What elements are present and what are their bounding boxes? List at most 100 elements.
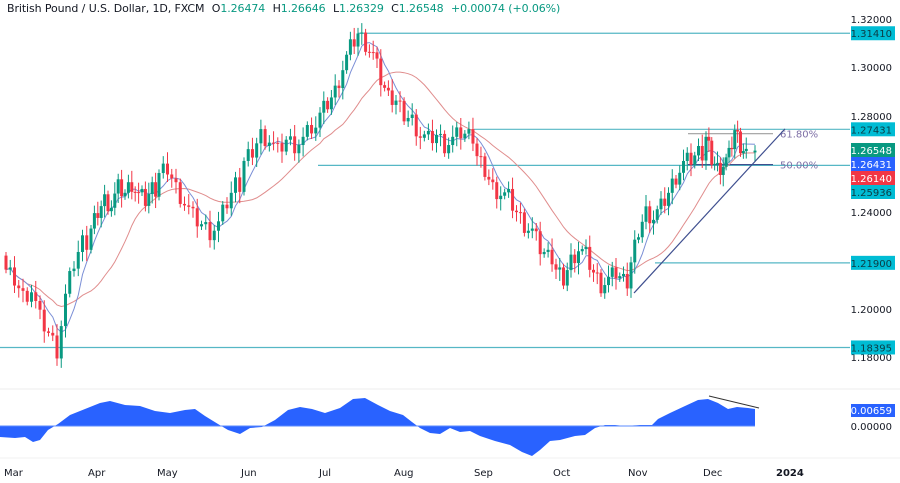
candle — [166, 152, 169, 182]
candle — [96, 201, 100, 226]
candle — [550, 238, 554, 272]
candle — [301, 127, 305, 157]
candle — [685, 147, 689, 171]
candle — [554, 258, 558, 280]
candle — [562, 263, 565, 290]
time-tick: Apr — [88, 468, 106, 479]
candle — [229, 181, 233, 216]
candle — [744, 137, 748, 159]
horizontal-levels — [0, 32, 850, 349]
candle — [625, 262, 629, 296]
candle — [375, 46, 379, 69]
candle — [360, 23, 364, 45]
time-tick: Dec — [703, 468, 722, 479]
price-tag-level: 1.25936 — [851, 185, 895, 199]
candle — [259, 119, 263, 155]
candle — [644, 195, 648, 230]
candle — [133, 186, 137, 202]
candle — [599, 269, 603, 297]
close-label: C — [391, 2, 399, 15]
oscillator-pane — [0, 395, 760, 456]
candle — [678, 165, 682, 191]
candle — [123, 189, 127, 200]
candle — [137, 182, 141, 204]
candle — [356, 27, 360, 56]
candle — [150, 176, 154, 204]
open-label: O — [211, 2, 221, 15]
high-value: 1.26646 — [280, 2, 326, 15]
candle — [371, 40, 375, 60]
candle — [297, 139, 301, 163]
price-tag-level: 1.31410 — [851, 26, 895, 41]
candle — [225, 197, 229, 214]
candle — [4, 251, 8, 274]
candle — [451, 125, 455, 153]
candle — [633, 230, 637, 274]
candle — [147, 182, 151, 214]
symbol-title: British Pound / U.S. Dollar, 1D, FXCM — [7, 2, 205, 15]
price-tick: 1.30000 — [851, 63, 892, 74]
candle — [674, 174, 678, 189]
candle — [322, 91, 326, 125]
price-tags: 1.31410 1.27431 1.26548 1.26431 1.26140 1.259… — [851, 26, 895, 355]
price-tick: 1.32000 — [851, 15, 892, 26]
candle — [733, 124, 737, 159]
candle — [187, 194, 191, 215]
svg-text:1.26431: 1.26431 — [851, 160, 892, 171]
candle — [707, 127, 711, 153]
candle — [157, 169, 161, 201]
candle — [116, 173, 120, 203]
candle — [487, 169, 491, 186]
candle — [310, 117, 314, 139]
candle — [174, 168, 178, 194]
candle — [333, 74, 337, 105]
candle — [242, 157, 246, 196]
candle — [314, 116, 318, 141]
candle — [92, 205, 96, 235]
divergence-line[interactable] — [708, 395, 760, 409]
candle — [348, 31, 352, 61]
candle — [697, 138, 700, 161]
candle — [21, 278, 25, 303]
candle — [329, 89, 333, 115]
candle — [367, 44, 371, 58]
svg-text:1.25936: 1.25936 — [851, 188, 892, 199]
svg-text:1.26140: 1.26140 — [851, 174, 892, 185]
candle — [293, 124, 297, 161]
candle — [595, 263, 599, 285]
candle — [503, 188, 507, 200]
candle — [17, 279, 21, 298]
time-tick: Jun — [240, 468, 257, 479]
candle — [736, 120, 740, 143]
candle — [170, 168, 174, 188]
candle — [610, 261, 614, 287]
candle — [655, 205, 659, 224]
candle — [143, 181, 147, 212]
candle — [495, 176, 499, 209]
candle — [435, 129, 438, 153]
candle — [318, 107, 322, 138]
ascending-trendline[interactable] — [633, 128, 786, 294]
candle — [81, 229, 84, 262]
candle — [183, 196, 186, 211]
trendline[interactable] — [633, 128, 786, 294]
candle — [288, 128, 292, 146]
oscillator-value-tag — [851, 404, 895, 417]
time-axis[interactable]: Mar Apr May Jun Jul Aug Sep Oct Nov Dec … — [4, 468, 804, 479]
price-axis[interactable]: 1.32000 1.30000 1.28000 1.24000 1.20000 … — [851, 15, 892, 364]
svg-text:1.26548: 1.26548 — [851, 146, 892, 157]
candle — [352, 27, 356, 55]
price-tag-level: 1.21900 — [851, 255, 895, 270]
candle — [394, 95, 398, 115]
candle — [55, 324, 59, 366]
candle — [682, 149, 685, 181]
candle — [422, 130, 426, 142]
symbol-legend[interactable]: British Pound / U.S. Dollar, 1D, FXCM O 1… — [7, 2, 560, 15]
time-tick: Nov — [628, 468, 648, 479]
candle — [64, 284, 67, 338]
candle — [85, 225, 89, 262]
candle — [161, 156, 165, 179]
candle — [713, 156, 717, 171]
oscillator-axis[interactable]: 0.00659 0.00000 — [851, 404, 895, 433]
